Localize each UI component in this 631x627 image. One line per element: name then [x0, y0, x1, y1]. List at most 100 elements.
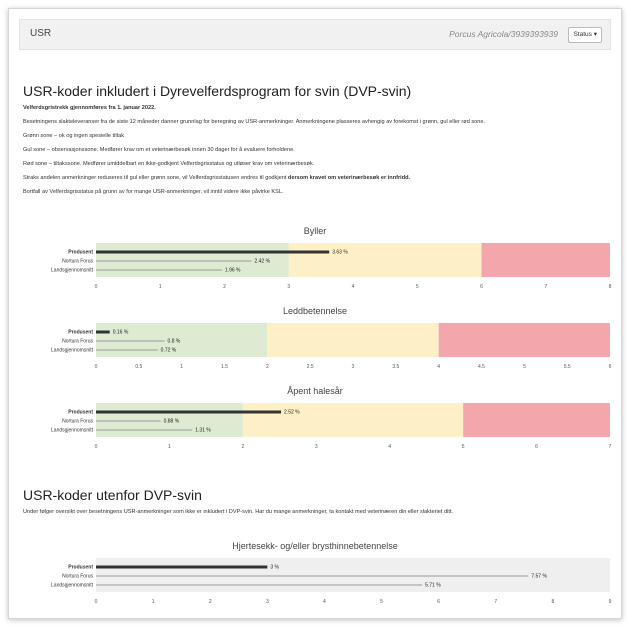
x-tick-label: 5 [462, 444, 465, 450]
x-tick-label: 9 [609, 599, 612, 605]
section-subheading: Velferdsgristrekk gjennomføres fra 1. ja… [23, 105, 156, 111]
x-tick-label: 7 [494, 599, 497, 605]
data-label: 0.8 % [168, 339, 181, 345]
x-tick-label: 1 [152, 599, 155, 605]
x-tick-label: 0 [95, 364, 98, 370]
data-label: 0.88 % [164, 419, 180, 425]
x-tick-label: 7 [609, 444, 612, 450]
x-tick-label: 2 [266, 364, 269, 370]
category-label-landsgjennomsnitt: Landsgjennomsnitt [51, 583, 94, 589]
category-label-nortura-forus: Nortura Forus [62, 574, 93, 580]
x-tick-label: 5 [416, 284, 419, 290]
x-tick-label: 2.5 [307, 364, 314, 370]
data-label: 3.63 % [332, 250, 348, 256]
x-tick-label: 6 [480, 284, 483, 290]
zone-gray [96, 558, 610, 592]
info-line: Gul sone – observasjonssone. Medfører kr… [23, 147, 295, 153]
x-tick-label: 4 [388, 444, 391, 450]
x-tick-label: 3 [266, 599, 269, 605]
x-tick-label: 4 [323, 599, 326, 605]
info-emphasis: dersom kravet om veterinærbesøk er innfr… [287, 175, 411, 181]
section-heading-outside-dvp: USR-koder utenfor DVP-svin [23, 487, 202, 503]
x-tick-label: 0.5 [135, 364, 142, 370]
x-tick-label: 3 [315, 444, 318, 450]
x-tick-label: 2 [209, 599, 212, 605]
bar-produsent [96, 565, 268, 569]
top-bar: USR Porcus Agricola/3939393939 Status ▾ [19, 19, 611, 50]
category-label-nortura-forus: Nortura Forus [62, 259, 93, 265]
category-label-landsgjennomsnitt: Landsgjennomsnitt [51, 268, 94, 274]
category-label-nortura-forus: Nortura Forus [62, 419, 93, 425]
category-label-produsent: Produsent [68, 410, 93, 416]
zone-red [481, 243, 610, 277]
zone-red [438, 323, 610, 357]
data-label: 1.31 % [195, 428, 211, 434]
x-tick-label: 1 [168, 444, 171, 450]
chart-leddbetennelse: Leddbetennelse Produsent 0.16 % Nortura For… [51, 306, 612, 370]
category-label-produsent: Produsent [68, 565, 93, 571]
section-heading-dvp: USR-koder inkludert i Dyrevelferdsprogra… [23, 83, 412, 99]
section2-text: Under følger oversikt over besetningens … [23, 509, 453, 515]
chart-title: Byller [304, 226, 327, 236]
data-label: 7.57 % [531, 574, 547, 580]
zone-green [96, 403, 243, 437]
x-tick-label: 2 [241, 444, 244, 450]
page-frame: USR Porcus Agricola/3939393939 Status ▾ … [8, 8, 622, 619]
category-label-landsgjennomsnitt: Landsgjennomsnitt [51, 348, 94, 354]
x-tick-label: 0 [95, 599, 98, 605]
info-text: Straks andelen anmerkninger reduseres ti… [23, 175, 288, 181]
zone-yellow [267, 323, 439, 357]
x-tick-label: 5 [523, 364, 526, 370]
x-tick-label: 7 [544, 284, 547, 290]
data-label: 0.72 % [161, 348, 177, 354]
chart-title: Leddbetennelse [283, 306, 347, 316]
x-tick-label: 4 [437, 364, 440, 370]
data-label: 1.96 % [225, 268, 241, 274]
x-tick-label: 1 [180, 364, 183, 370]
x-tick-label: 4.5 [478, 364, 485, 370]
x-tick-label: 1.5 [221, 364, 228, 370]
x-tick-label: 0 [95, 284, 98, 290]
bar-produsent [96, 250, 330, 254]
chevron-down-icon: ▾ [593, 31, 597, 38]
data-label: 0.16 % [113, 330, 129, 336]
x-tick-label: 3.5 [392, 364, 399, 370]
category-label-produsent: Produsent [68, 330, 93, 336]
zone-green [96, 243, 289, 277]
data-label: 2.52 % [284, 410, 300, 416]
x-tick-label: 5.5 [564, 364, 571, 370]
status-dropdown-button[interactable]: Status ▾ [568, 27, 602, 43]
x-tick-label: 0 [95, 444, 98, 450]
x-tick-label: 1 [159, 284, 162, 290]
info-line: Rød sone – tiltakssone. Medfører umiddel… [23, 161, 315, 167]
zone-green [96, 323, 268, 357]
info-line: Bortfall av Velferdsgrisstatus på grunn … [23, 189, 284, 195]
chart-apent-halesar: Åpent halesår Produsent 2.52 % Nortura Foru… [51, 386, 612, 450]
info-line: Grønn sone – ok og ingen spesielle tilta… [23, 133, 125, 139]
x-tick-label: 2 [223, 284, 226, 290]
zone-yellow [288, 243, 482, 277]
x-tick-label: 6 [609, 364, 612, 370]
x-tick-label: 3 [287, 284, 290, 290]
chart-title: Hjertesekk- og/eller brysthinnebetennels… [232, 541, 398, 551]
farm-name: Porcus Agricola/3939393939 [449, 29, 558, 39]
chart-title: Åpent halesår [287, 386, 343, 396]
chart-byller: Byller Produsent 3.63 % Nortura Forus 2.42 %… [51, 226, 612, 290]
data-label: 3 % [270, 565, 279, 571]
x-tick-label: 8 [609, 284, 612, 290]
data-label: 2.42 % [254, 259, 270, 265]
x-tick-label: 8 [551, 599, 554, 605]
info-line: Besetningens slakteleveranser fra de sis… [23, 119, 486, 125]
category-label-landsgjennomsnitt: Landsgjennomsnitt [51, 428, 94, 434]
bar-produsent [96, 330, 110, 334]
x-tick-label: 4 [352, 284, 355, 290]
info-line: Straks andelen anmerkninger reduseres ti… [23, 175, 410, 181]
x-tick-label: 6 [437, 599, 440, 605]
zone-yellow [242, 403, 464, 437]
bar-produsent [96, 410, 282, 414]
x-tick-label: 3 [352, 364, 355, 370]
x-tick-label: 6 [535, 444, 538, 450]
zone-red [463, 403, 610, 437]
x-tick-label: 5 [380, 599, 383, 605]
status-label: Status [573, 31, 592, 38]
